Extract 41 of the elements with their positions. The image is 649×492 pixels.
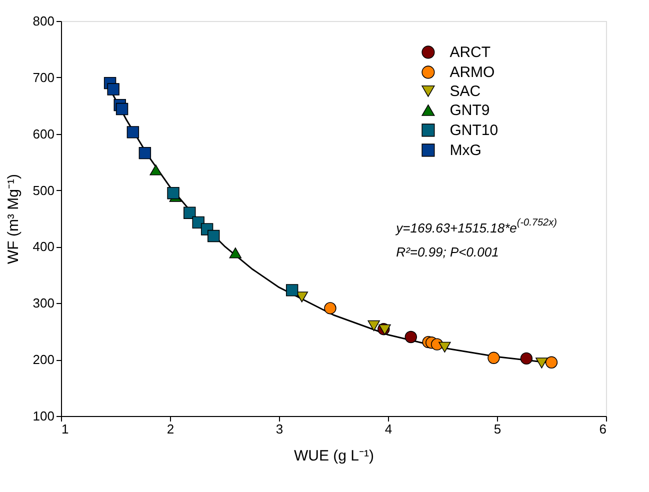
x-tick-label: 3 — [276, 422, 284, 436]
y-tick-label: 100 — [32, 408, 54, 424]
point — [107, 83, 120, 96]
legend-label: SAC — [450, 83, 481, 100]
point — [167, 187, 180, 200]
point — [150, 164, 162, 176]
y-tick-label: 800 — [32, 14, 54, 28]
x-tick-label: 2 — [166, 422, 174, 436]
legend-label: GNT10 — [450, 122, 498, 140]
y-tick-label: 700 — [32, 70, 54, 85]
legend-label: ARCT — [450, 44, 491, 62]
legend-label: MxG — [450, 142, 482, 160]
point — [138, 146, 152, 160]
legend-label: ARMO — [450, 64, 495, 82]
y-tick-label: 300 — [32, 296, 54, 311]
x-tick-label: 1 — [62, 422, 69, 436]
point — [404, 330, 417, 344]
point — [520, 352, 533, 365]
y-tick-label: 500 — [32, 182, 54, 198]
point — [438, 342, 451, 352]
y-tick-label: 600 — [32, 126, 54, 142]
point — [116, 102, 128, 116]
point — [184, 206, 196, 219]
point — [229, 248, 242, 258]
x-axis-title: WUE (g L⁻¹) — [294, 448, 374, 464]
x-tick-label: 5 — [494, 422, 502, 436]
point — [368, 320, 380, 332]
point — [286, 284, 298, 296]
annotation: R²=0.99; P<0.001 — [396, 244, 499, 260]
legend-label: GNT9 — [450, 102, 490, 120]
y-axis-title: WF (m³ Mg⁻¹) — [4, 174, 22, 264]
point — [324, 302, 336, 314]
y-tick-label: 400 — [32, 239, 54, 254]
y-tick-label: 200 — [32, 352, 54, 368]
point — [488, 352, 500, 364]
x-tick-label: 4 — [384, 422, 392, 436]
point — [208, 230, 220, 242]
point — [126, 126, 140, 138]
point — [536, 358, 548, 368]
point — [545, 356, 558, 368]
x-tick-label: 6 — [599, 422, 606, 436]
